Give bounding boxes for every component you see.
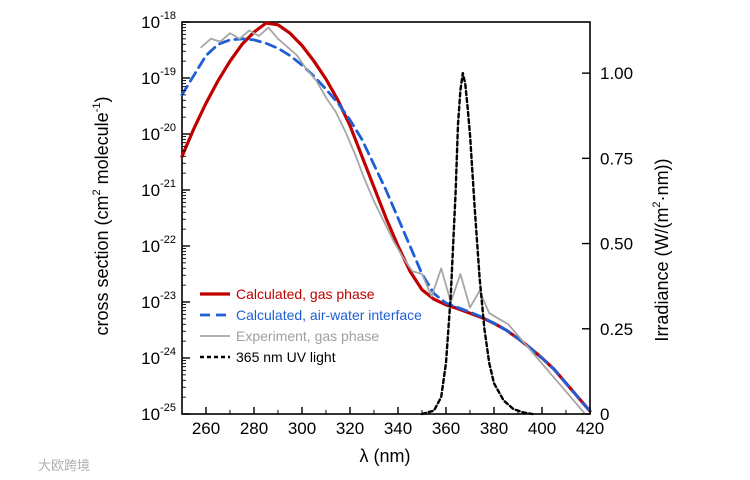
x-axis-title: λ (nm) — [360, 446, 411, 466]
x-tick-label: 380 — [480, 419, 508, 438]
plot-frame — [181, 21, 591, 415]
right-y-title-prefix: Irradiance (W/(m — [652, 208, 672, 342]
x-tick-label: 260 — [192, 419, 220, 438]
right-y-axis-title: Irradiance (W/(m2·nm)) — [651, 158, 672, 341]
series-line-3 — [420, 71, 534, 416]
left-y-title-mid: molecule — [92, 112, 112, 189]
series-layer — [180, 21, 592, 416]
x-tick-label: 420 — [576, 419, 604, 438]
legend-label: Calculated, gas phase — [236, 286, 375, 302]
left-tick-label: 10-25 — [141, 402, 176, 424]
x-tick-label: 340 — [384, 419, 412, 438]
legend: Calculated, gas phase Calculated, air-wat… — [200, 286, 422, 365]
watermark-text: 大欧跨境 — [38, 458, 90, 473]
right-y-title-sup: 2 — [651, 201, 663, 207]
left-tick-label: 10-19 — [141, 66, 176, 88]
x-tick-label: 320 — [336, 419, 364, 438]
right-tick-label: 0.25 — [600, 320, 633, 339]
plot-area — [181, 21, 591, 415]
x-tick-label: 300 — [288, 419, 316, 438]
x-tick-label: 400 — [528, 419, 556, 438]
left-y-title-suffix: ) — [92, 97, 112, 103]
left-y-title-sup2: -1 — [91, 103, 103, 113]
left-y-title-prefix: cross section (cm — [92, 195, 112, 335]
left-tick-label: 10-24 — [141, 346, 176, 368]
left-tick-label: 10-23 — [141, 290, 176, 312]
left-tick-label: 10-18 — [141, 10, 176, 32]
x-tick-label: 280 — [240, 419, 268, 438]
right-tick-label: 0.75 — [600, 149, 633, 168]
series-line-2 — [200, 26, 587, 415]
axes-layer: 260 280 300 320 340 360 380 400 420 10-18 10-19 10-… — [141, 10, 633, 438]
left-y-title-sup1: 2 — [91, 189, 103, 195]
right-tick-label: 0.50 — [600, 235, 633, 254]
left-tick-label: 10-21 — [141, 178, 176, 200]
right-y-title-suffix: ·nm)) — [652, 158, 672, 201]
left-y-axis-title: cross section (cm2 molecule-1) — [91, 97, 112, 336]
left-tick-label: 10-22 — [141, 234, 176, 256]
left-tick-label: 10-20 — [141, 122, 176, 144]
right-tick-label: 0 — [600, 405, 609, 424]
right-tick-label: 1.00 — [600, 64, 633, 83]
legend-label: Experiment, gas phase — [236, 328, 379, 344]
legend-label: 365 nm UV light — [236, 349, 336, 365]
legend-label: Calculated, air-water interface — [236, 307, 422, 323]
x-tick-label: 360 — [432, 419, 460, 438]
